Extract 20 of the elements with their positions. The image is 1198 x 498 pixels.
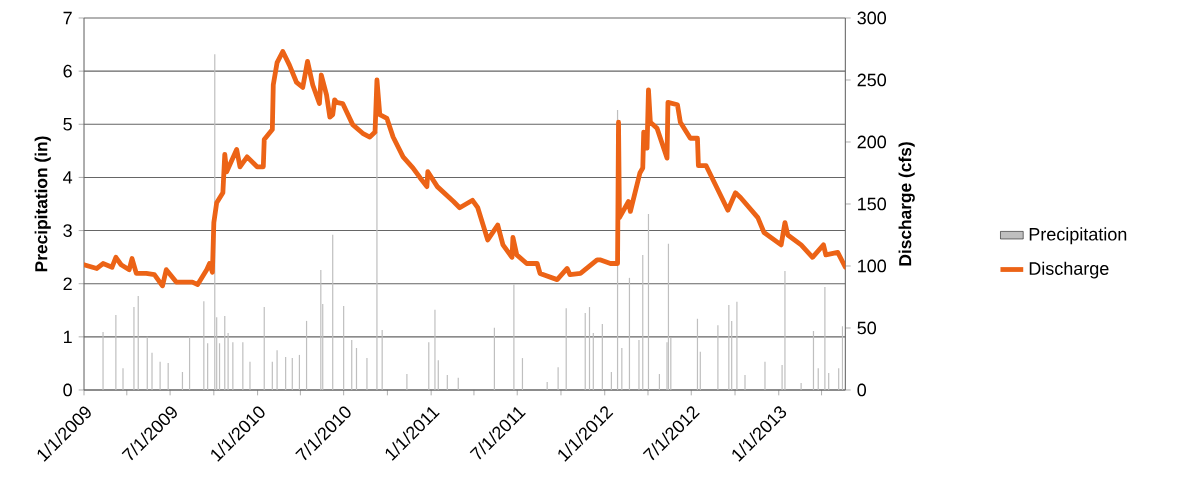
legend-label: Discharge xyxy=(1029,261,1109,279)
y2-tick-label: 150 xyxy=(858,197,887,211)
y-tick-label: 4 xyxy=(63,171,73,184)
y-tick-label: 0 xyxy=(63,383,72,397)
y-tick-label: 1 xyxy=(64,330,72,344)
y-tick-label: 5 xyxy=(63,118,72,131)
legend-label: Precipitation xyxy=(1029,227,1127,245)
y-tick-label: 3 xyxy=(63,224,72,237)
y-tick-label: 6 xyxy=(63,64,72,78)
y2-tick-label: 200 xyxy=(857,135,887,149)
y2-axis-title: Discharge (cfs) xyxy=(898,142,915,266)
y2-tick-label: 300 xyxy=(857,11,887,25)
y2-tick-label: 250 xyxy=(857,73,887,87)
y-tick-label: 7 xyxy=(63,11,72,25)
y-tick-label: 2 xyxy=(63,277,72,290)
y2-tick-label: 0 xyxy=(857,383,867,397)
y2-tick-label: 50 xyxy=(857,321,877,335)
y-axis-title: Precipitation (in) xyxy=(34,136,51,272)
line-series xyxy=(84,49,846,289)
y2-tick-label: 100 xyxy=(858,259,887,273)
